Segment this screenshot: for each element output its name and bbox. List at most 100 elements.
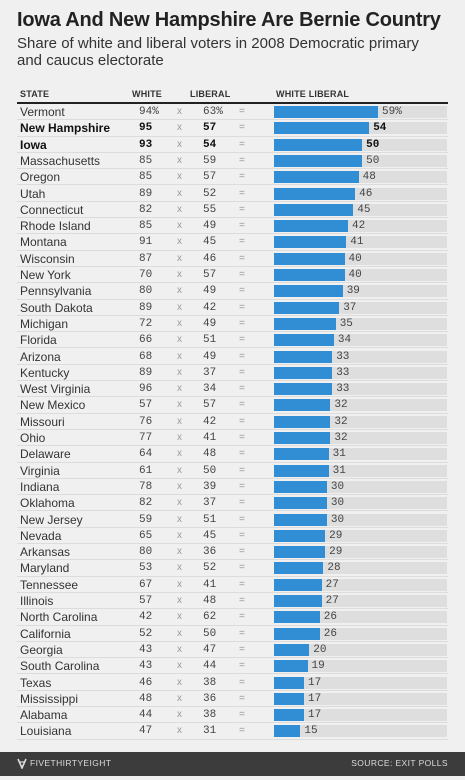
times-sign: x xyxy=(177,399,182,411)
row-divider xyxy=(17,559,448,561)
table-row: Michigan 72 x 49 = 35 xyxy=(0,316,465,333)
liberal-share: 36 xyxy=(203,692,217,705)
white-liberal-value: 40 xyxy=(348,252,362,265)
state-label: Illinois xyxy=(20,594,54,608)
white-liberal-bar xyxy=(274,366,333,379)
white-liberal-bar xyxy=(274,122,370,135)
liberal-share: 41 xyxy=(203,432,217,444)
liberal-share: 62 xyxy=(203,611,217,624)
equals-sign: = xyxy=(239,334,245,346)
white-liberal-value: 42 xyxy=(352,220,366,233)
times-sign: x xyxy=(177,203,182,215)
times-sign: x xyxy=(177,480,182,492)
equals-sign: = xyxy=(239,432,245,443)
table-row: Montana 91 x 45 = 41 xyxy=(0,234,465,251)
white-share: 57 xyxy=(139,595,153,607)
white-liberal-bar xyxy=(274,399,331,412)
times-sign: x xyxy=(177,513,182,525)
state-label: Missouri xyxy=(20,414,65,429)
row-divider xyxy=(17,363,448,365)
white-liberal-bar xyxy=(274,269,345,281)
liberal-share: 41 xyxy=(203,578,217,591)
column-header-white: WHITE xyxy=(132,89,162,99)
liberal-share: 59 xyxy=(203,154,217,167)
table-row: Missouri 76 x 42 = 32 xyxy=(0,414,465,430)
row-divider xyxy=(17,689,448,691)
table-row: New York 70 x 57 = 40 xyxy=(0,267,465,284)
state-label: Oregon xyxy=(20,170,61,185)
bar-track xyxy=(274,692,447,705)
footer-bar: FIVETHIRTYEIGHT SOURCE: EXIT POLLS xyxy=(0,752,465,776)
row-divider xyxy=(17,217,448,219)
liberal-share: 54 xyxy=(203,138,217,151)
equals-sign: = xyxy=(239,562,245,574)
white-liberal-bar xyxy=(274,187,356,200)
row-divider xyxy=(17,575,448,577)
times-sign: x xyxy=(177,432,182,443)
liberal-share: 44 xyxy=(203,660,217,673)
row-divider xyxy=(17,314,448,316)
times-sign: x xyxy=(177,692,182,704)
table-row: Connecticut 82 x 55 = 45 xyxy=(0,202,465,219)
white-liberal-value: 31 xyxy=(332,448,346,461)
footer-source: SOURCE: EXIT POLLS xyxy=(351,758,448,768)
table-row: South Carolina 43 x 44 = 19 xyxy=(0,658,465,675)
row-divider xyxy=(17,331,448,333)
times-sign: x xyxy=(177,415,182,427)
white-liberal-value: 37 xyxy=(343,301,357,314)
equals-sign: = xyxy=(239,138,245,150)
table-row: North Carolina 42 x 62 = 26 xyxy=(0,609,465,626)
white-liberal-bar xyxy=(274,709,304,722)
times-sign: x xyxy=(177,187,182,199)
white-share: 64 xyxy=(139,448,153,461)
white-liberal-value: 30 xyxy=(330,513,345,526)
table-row: New Hampshire 95 x 57 = 54 xyxy=(0,120,465,137)
white-liberal-value: 15 xyxy=(304,725,318,738)
liberal-share: 39 xyxy=(203,480,217,493)
white-liberal-bar xyxy=(274,676,304,689)
times-sign: x xyxy=(177,106,182,117)
equals-sign: = xyxy=(239,725,245,737)
white-share: 52 xyxy=(139,627,153,640)
liberal-share: 37 xyxy=(203,366,217,379)
row-divider xyxy=(17,265,448,267)
white-share: 47 xyxy=(139,725,153,738)
times-sign: x xyxy=(177,171,182,183)
state-label: North Carolina xyxy=(20,610,98,625)
state-label: Wisconsin xyxy=(20,251,75,266)
state-label: Alabama xyxy=(20,708,68,723)
white-share: 91 xyxy=(139,236,153,249)
state-label: Vermont xyxy=(20,105,65,119)
white-liberal-value: 33 xyxy=(336,383,350,396)
state-label: Pennsylvania xyxy=(20,284,92,299)
white-liberal-bar xyxy=(274,415,331,428)
equals-sign: = xyxy=(239,611,245,623)
white-share: 46 xyxy=(139,676,153,689)
liberal-share: 52 xyxy=(203,187,217,200)
times-sign: x xyxy=(177,220,182,232)
white-share: 67 xyxy=(139,578,153,591)
table-row: Utah 89 x 52 = 46 xyxy=(0,186,465,202)
state-label: Virginia xyxy=(20,463,60,478)
white-liberal-bar xyxy=(274,448,329,461)
times-sign: x xyxy=(177,562,182,574)
times-sign: x xyxy=(177,317,182,329)
times-sign: x xyxy=(177,611,182,623)
row-divider xyxy=(17,494,448,496)
equals-sign: = xyxy=(239,122,245,134)
times-sign: x xyxy=(177,122,182,134)
row-divider xyxy=(17,640,448,642)
row-divider xyxy=(17,396,448,398)
state-label: Louisiana xyxy=(20,724,72,739)
white-share: 85 xyxy=(139,154,153,167)
times-sign: x xyxy=(177,709,182,721)
white-liberal-value: 17 xyxy=(308,676,322,689)
times-sign: x xyxy=(177,643,182,655)
row-divider xyxy=(17,673,448,675)
white-liberal-bar xyxy=(274,562,324,575)
liberal-share: 57 xyxy=(203,399,217,412)
white-liberal-bar xyxy=(274,432,331,444)
white-share: 87 xyxy=(139,252,153,265)
white-liberal-value: 30 xyxy=(330,480,345,493)
state-label: Michigan xyxy=(20,316,69,331)
